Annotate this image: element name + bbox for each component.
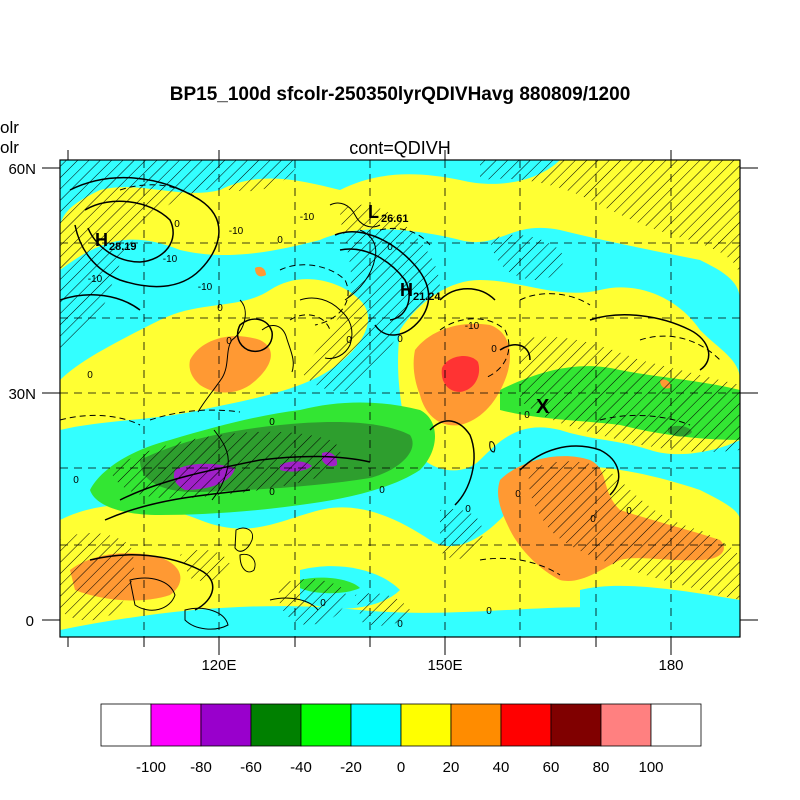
contour-lines-dashed xyxy=(60,184,721,576)
colorbar-swatch xyxy=(150,703,202,747)
contour-label: 0 xyxy=(397,334,403,345)
orange-patch-small xyxy=(255,266,266,277)
contour-label: 0 xyxy=(87,370,93,381)
high-center-value-1: 28.19 xyxy=(109,241,137,253)
hatched-regions xyxy=(60,160,740,626)
lat-label-30n: 30N xyxy=(8,386,36,403)
high-center-letter-1: H xyxy=(95,230,108,250)
high-center-value-2: 21.24 xyxy=(413,291,441,303)
contour-label: 0 xyxy=(73,475,79,486)
contour-label: -10 xyxy=(163,254,178,265)
contour-label: 0 xyxy=(387,242,393,253)
axis-ticks xyxy=(42,150,758,655)
grid-lines xyxy=(60,160,740,637)
lon-label-180: 180 xyxy=(658,657,683,674)
contour-label: 0 xyxy=(320,598,326,609)
contour-label: 0 xyxy=(486,606,492,617)
colorbar-swatch xyxy=(250,703,302,747)
contour-labels: 0 -10 -10 -10 0 0 -10 0 0 0 0 0 -10 0 0 … xyxy=(73,212,632,630)
contour-label: 0 xyxy=(491,344,497,355)
colorbar-label: -80 xyxy=(190,759,212,776)
colorbar-swatch xyxy=(350,703,402,747)
contour-label: -10 xyxy=(300,212,315,223)
lon-label-120e: 120E xyxy=(201,657,236,674)
colorbar-swatch xyxy=(500,703,552,747)
contour-label: 0 xyxy=(217,303,223,314)
colorbar-swatch xyxy=(450,703,502,747)
cyan-patch-east xyxy=(580,585,740,637)
colorbar-label: 100 xyxy=(638,759,663,776)
left-label-1: olr xyxy=(0,118,19,137)
lat-label-0: 0 xyxy=(26,613,34,630)
cyan-strip-south xyxy=(60,606,740,637)
colorbar-swatch xyxy=(100,703,152,747)
contour-label: 0 xyxy=(226,336,232,347)
pressure-centers: H 28.19 L 26.61 H 21.24 X xyxy=(95,202,550,418)
marker-x: X xyxy=(536,396,550,418)
colorbar-swatch xyxy=(400,703,452,747)
map-fill xyxy=(60,160,740,637)
contour-label: 0 xyxy=(590,514,596,525)
lat-label-60n: 60N xyxy=(8,161,36,178)
contour-label: -10 xyxy=(465,321,480,332)
colorbar-label: 0 xyxy=(397,759,405,776)
colorbar-swatch xyxy=(600,703,652,747)
contour-label: 0 xyxy=(346,335,352,346)
contour-label: 0 xyxy=(524,410,530,421)
contour-label: 0 xyxy=(379,485,385,496)
contour-label: 0 xyxy=(626,506,632,517)
contour-lines-solid xyxy=(60,176,710,611)
contour-label: 0 xyxy=(277,235,283,246)
contour-label: 0 xyxy=(269,487,275,498)
colorbar-label: 20 xyxy=(443,759,460,776)
low-center-value: 26.61 xyxy=(381,213,409,225)
colorbar-swatch xyxy=(300,703,352,747)
red-core-pacific xyxy=(441,356,480,392)
plot-title: BP15_100d sfcolr-250350lyrQDIVHavg 88080… xyxy=(169,84,631,105)
contour-label: -10 xyxy=(88,274,103,285)
contour-label: 0 xyxy=(515,489,521,500)
contour-label: -10 xyxy=(198,282,213,293)
colorbar-swatch xyxy=(550,703,602,747)
colorbar-label: 40 xyxy=(493,759,510,776)
colorbar-label: -60 xyxy=(240,759,262,776)
colorbar-label: -20 xyxy=(340,759,362,776)
contour-label: 0 xyxy=(269,417,275,428)
low-center-letter: L xyxy=(368,202,379,222)
map-frame xyxy=(59,159,741,638)
lon-label-150e: 150E xyxy=(427,657,462,674)
contour-label: -10 xyxy=(229,226,244,237)
high-center-letter-2: H xyxy=(400,280,413,300)
colorbar-label: 60 xyxy=(543,759,560,776)
plot-subtitle: cont=QDIVH xyxy=(349,138,451,158)
contour-label: 0 xyxy=(465,504,471,515)
contour-label: 0 xyxy=(397,619,403,630)
colorbar-swatch xyxy=(200,703,252,747)
colorbar-label: 80 xyxy=(593,759,610,776)
left-label-2: olr xyxy=(0,138,19,157)
colorbar-label: -100 xyxy=(136,759,166,776)
colorbar-swatch xyxy=(650,703,702,747)
colorbar-label: -40 xyxy=(290,759,312,776)
contour-label: 0 xyxy=(174,219,180,230)
colorbar: -100 -80 -60 -40 -20 0 20 40 60 80 100 xyxy=(100,703,702,776)
